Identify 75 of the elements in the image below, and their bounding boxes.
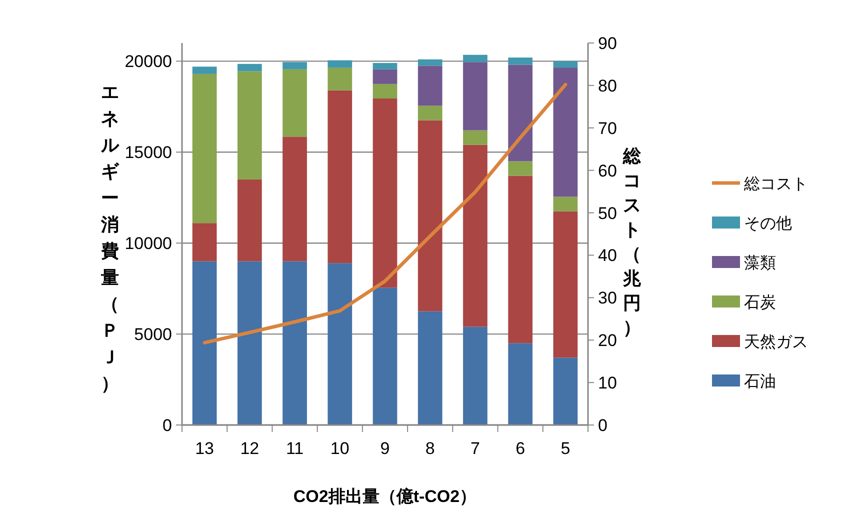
bar [237, 261, 262, 425]
x-tick-label: 12 [240, 439, 260, 458]
bar [282, 69, 307, 137]
bar [372, 63, 398, 70]
y2-tick-label: 40 [598, 246, 617, 266]
y-tick-label: 15000 [124, 143, 172, 162]
bar [418, 120, 442, 312]
bar [372, 69, 398, 84]
bar [463, 54, 488, 62]
bar [328, 68, 352, 90]
bar [418, 66, 442, 106]
bar [463, 326, 488, 425]
bar [372, 98, 398, 288]
bar [328, 60, 352, 68]
x-tick-label: 8 [425, 439, 435, 458]
bar [328, 90, 352, 264]
y2-axis-title: 総コスト（兆円） [622, 146, 642, 338]
legend-label: その他 [744, 216, 792, 232]
bar [463, 130, 488, 145]
y2-tick-label: 80 [598, 76, 617, 96]
bar [418, 311, 442, 425]
bar [192, 74, 217, 224]
x-tick-label: 6 [516, 439, 526, 458]
bar [372, 84, 398, 98]
bar [508, 161, 533, 176]
y2-tick-label: 30 [598, 288, 617, 308]
y2-tick-label: 20 [598, 331, 617, 350]
y2-tick-label: 50 [598, 204, 617, 223]
line-series [202, 82, 568, 344]
y2-tick-label: 10 [598, 374, 617, 393]
bar [508, 58, 533, 65]
y2-tick-label: 70 [598, 118, 617, 138]
bar [553, 211, 578, 358]
bar [508, 64, 533, 162]
bar [553, 61, 578, 68]
y2-tick-label: 90 [598, 34, 617, 53]
bar [418, 106, 442, 120]
y-tick-label: 0 [162, 416, 172, 435]
bar [237, 179, 262, 262]
bar [192, 66, 217, 74]
legend-label: 天然ガス [744, 334, 808, 351]
bar [328, 263, 352, 425]
x-axis-title: CO2排出量（億t-CO2） [293, 487, 477, 506]
bar [192, 261, 217, 425]
bar [553, 68, 578, 197]
legend-label: 石炭 [744, 294, 776, 312]
bar [237, 64, 262, 72]
y-tick-label: 20000 [124, 52, 172, 72]
legend-label: 総コスト [743, 176, 808, 193]
bar [508, 343, 533, 425]
y-tick-label: 10000 [124, 234, 172, 254]
x-tick-label: 11 [286, 439, 304, 458]
bar [508, 176, 533, 344]
bar [463, 144, 488, 327]
bar [372, 288, 398, 425]
x-tick-label: 13 [195, 439, 214, 458]
y2-tick-label: 60 [598, 161, 617, 180]
bar [282, 261, 307, 425]
x-tick-label: 5 [560, 439, 570, 458]
x-tick-label: 9 [380, 439, 390, 458]
legend-label: 石油 [744, 372, 776, 390]
bar [553, 358, 578, 425]
bar [282, 62, 307, 70]
x-tick-label: 10 [330, 439, 350, 458]
legend-label: 藻類 [744, 254, 776, 272]
y2-tick-label: 0 [598, 416, 608, 435]
text: エネルギー消費量（ＰＪ） [101, 82, 119, 394]
x-tick-label: 7 [470, 439, 480, 458]
bar [192, 223, 217, 262]
bar [418, 59, 442, 66]
bar [553, 196, 578, 212]
bar [282, 136, 307, 262]
bar [463, 62, 488, 130]
bar [237, 71, 262, 180]
y-tick-label: 5000 [134, 325, 172, 344]
